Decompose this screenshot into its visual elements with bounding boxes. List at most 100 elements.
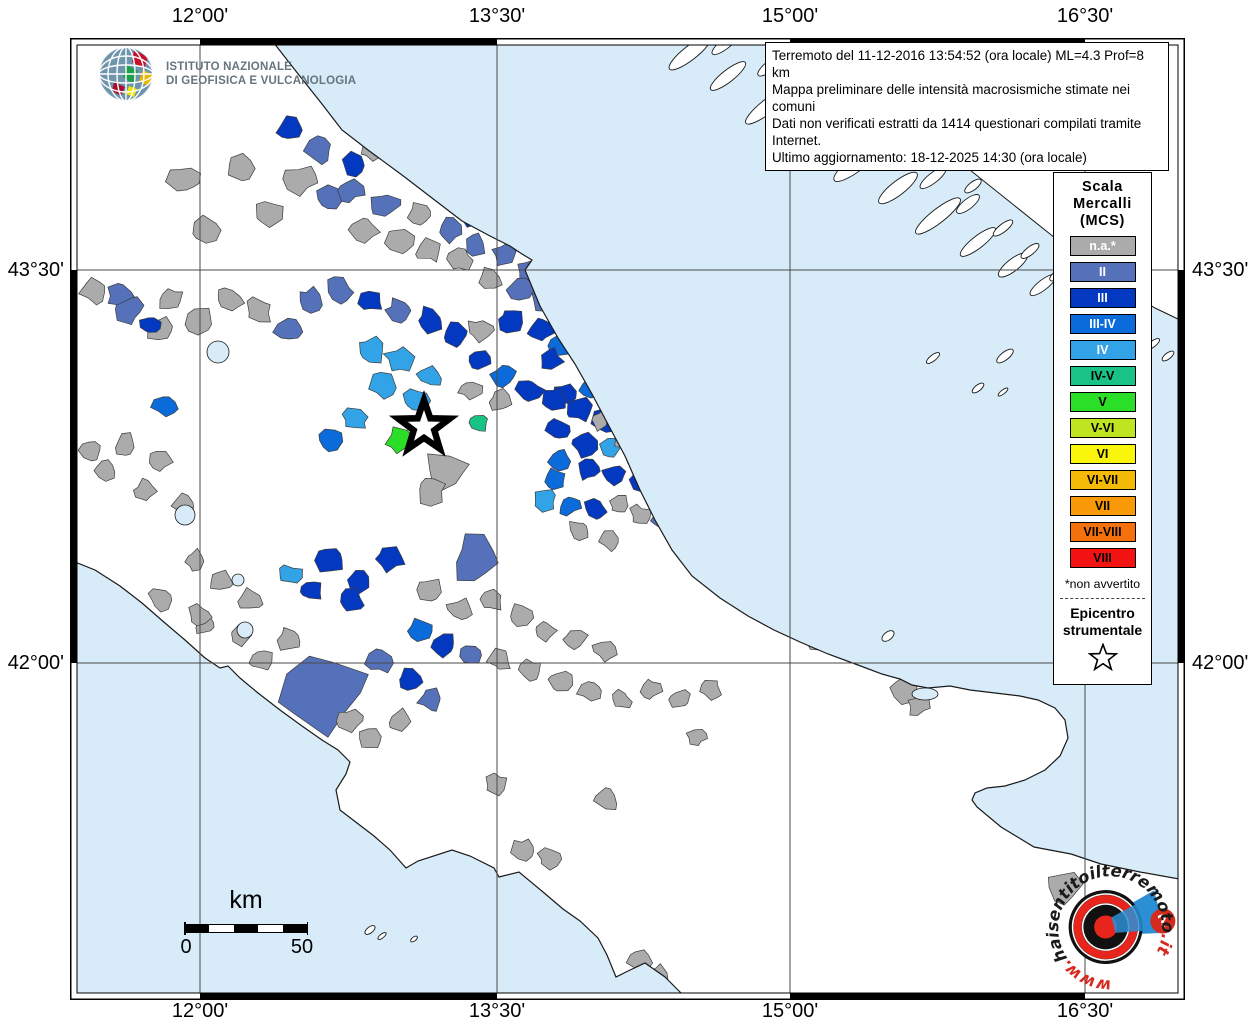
- municipality: [546, 449, 572, 472]
- municipality: [562, 630, 589, 651]
- municipality: [467, 320, 495, 344]
- map-frame: [70, 38, 1185, 1000]
- municipality: [443, 321, 468, 348]
- municipality: [237, 587, 264, 609]
- legend-swatch-iv: IV: [1069, 340, 1136, 360]
- municipality: [591, 641, 618, 663]
- island: [971, 382, 985, 394]
- municipality: [383, 229, 416, 255]
- ingv-logo: ISTITUTO NAZIONALE DI GEOFISICA E VULCAN…: [96, 44, 356, 104]
- municipality: [388, 707, 412, 732]
- municipality: [526, 317, 556, 342]
- island: [364, 925, 376, 935]
- municipality: [505, 277, 535, 301]
- municipality: [282, 165, 319, 197]
- axis-left-4330: 43°30': [7, 259, 64, 281]
- info-line-updated: Ultimo aggiornamento: 18-12-2025 14:30 (…: [772, 150, 1087, 165]
- legend-swatch-ii: II: [1069, 262, 1136, 282]
- macroseismic-map: [70, 38, 1185, 1000]
- island: [377, 932, 387, 940]
- municipality: [382, 346, 416, 372]
- legend-swatch-vi-vii: VI-VII: [1069, 470, 1136, 490]
- municipality: [601, 465, 627, 487]
- legend-swatch-iv-v: IV-V: [1069, 366, 1136, 386]
- legend-title-line2: Mercalli: [1073, 196, 1132, 212]
- island: [1161, 350, 1175, 362]
- tyrrhenian-sea: [71, 560, 687, 999]
- municipality: [246, 296, 271, 323]
- municipality: [347, 217, 381, 244]
- municipality: [566, 396, 593, 423]
- municipality: [583, 498, 608, 520]
- municipality: [699, 680, 722, 701]
- municipality: [359, 728, 382, 749]
- island: [881, 630, 895, 642]
- municipality: [78, 276, 105, 306]
- municipality: [115, 432, 135, 456]
- municipality: [439, 216, 463, 245]
- municipality: [685, 728, 708, 746]
- axis-right-4330: 43°30': [1192, 259, 1249, 281]
- island: [915, 197, 961, 235]
- adriatic-coastline: [270, 39, 1184, 881]
- municipality: [415, 237, 441, 263]
- legend-swatch-viii: VIII: [1069, 548, 1136, 568]
- municipality: [629, 503, 652, 524]
- legend-footnote: *non avvertito: [1064, 577, 1141, 591]
- municipality: [498, 310, 523, 334]
- axis-top-12: 12°00': [171, 5, 229, 27]
- axis-bottom-15: 15°00': [761, 1000, 819, 1022]
- municipality: [159, 288, 184, 309]
- lagoon: [911, 687, 939, 701]
- municipality: [272, 317, 304, 340]
- event-info-box: Terremoto del 11-12-2016 13:54:52 (ora l…: [765, 42, 1169, 171]
- municipality: [107, 283, 135, 306]
- municipality: [541, 387, 566, 411]
- municipality: [314, 548, 343, 573]
- island: [878, 171, 918, 205]
- municipality: [534, 489, 556, 513]
- lakes: [174, 340, 254, 639]
- municipality: [415, 365, 442, 386]
- island: [996, 348, 1014, 364]
- intensity-legend: Scala Mercalli (MCS) n.a.* II III III-IV IV I…: [1053, 172, 1152, 685]
- legend-swatch-iii-iv: III-IV: [1069, 314, 1136, 334]
- municipality: [363, 648, 394, 674]
- municipality: [510, 603, 535, 627]
- municipality: [406, 202, 431, 226]
- legend-swatch-vii: VII: [1069, 496, 1136, 516]
- municipality: [612, 688, 633, 709]
- municipality: [547, 670, 574, 692]
- municipality: [544, 418, 571, 439]
- ingv-institute-name: ISTITUTO NAZIONALE DI GEOFISICA E VULCAN…: [166, 61, 357, 87]
- municipality: [416, 687, 441, 712]
- adriatic-sea: [271, 39, 1184, 880]
- municipality: [228, 152, 256, 182]
- municipality: [639, 678, 664, 700]
- axis-bottom-1630: 16°30': [1056, 1000, 1114, 1022]
- info-line-data-source: Dati non verificati estratti da 1414 que…: [772, 116, 1142, 148]
- lake: [236, 621, 254, 639]
- island: [410, 935, 418, 943]
- municipality: [559, 496, 583, 517]
- scale-start-label: 0: [180, 936, 192, 958]
- ingv-globe-icon: [99, 47, 153, 101]
- municipality: [1047, 872, 1084, 906]
- municipality: [255, 201, 284, 229]
- municipality: [276, 627, 301, 651]
- haisentitoilterremoto-watermark: ? www.haisentitoilterremoto.it: [1028, 846, 1193, 1016]
- municipality: [592, 787, 618, 810]
- municipality: [370, 194, 402, 217]
- municipality: [569, 520, 589, 541]
- municipality: [468, 415, 488, 432]
- scale-bar-numbers: 0 50: [178, 936, 314, 960]
- municipality: [150, 396, 179, 418]
- municipality: [430, 633, 454, 659]
- island: [997, 387, 1009, 397]
- legend-swatch-iii: III: [1069, 288, 1136, 308]
- municipality: [217, 287, 246, 312]
- island: [925, 352, 941, 364]
- municipality: [571, 431, 599, 459]
- municipality: [184, 307, 212, 336]
- municipality: [299, 581, 322, 600]
